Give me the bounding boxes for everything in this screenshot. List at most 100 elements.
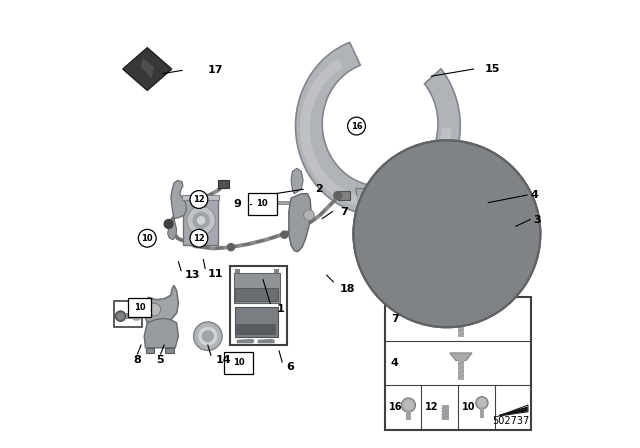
- Polygon shape: [300, 59, 451, 208]
- Text: 4: 4: [391, 358, 399, 368]
- Circle shape: [356, 142, 538, 325]
- Circle shape: [190, 190, 208, 208]
- Polygon shape: [141, 58, 154, 78]
- Text: 15: 15: [484, 64, 500, 74]
- Circle shape: [419, 206, 474, 261]
- Polygon shape: [234, 307, 278, 337]
- Circle shape: [190, 229, 208, 247]
- Bar: [248, 193, 276, 215]
- Circle shape: [348, 117, 365, 135]
- Text: 17: 17: [208, 65, 223, 75]
- Polygon shape: [182, 194, 219, 200]
- Circle shape: [353, 140, 540, 327]
- Circle shape: [476, 275, 482, 281]
- Circle shape: [198, 217, 205, 224]
- Circle shape: [303, 210, 314, 220]
- Text: 10: 10: [233, 358, 244, 367]
- Circle shape: [390, 211, 401, 222]
- Text: 10: 10: [141, 234, 153, 243]
- Circle shape: [474, 272, 484, 283]
- Text: 16: 16: [351, 121, 362, 130]
- Text: 6: 6: [287, 362, 294, 372]
- Circle shape: [404, 401, 413, 409]
- Polygon shape: [289, 194, 311, 252]
- Polygon shape: [442, 405, 449, 420]
- Text: 4: 4: [530, 190, 538, 200]
- Polygon shape: [291, 168, 303, 194]
- Bar: [225, 352, 253, 374]
- Text: 14: 14: [216, 355, 231, 365]
- Circle shape: [334, 191, 342, 199]
- Circle shape: [401, 398, 415, 412]
- Circle shape: [412, 199, 482, 268]
- Polygon shape: [499, 407, 527, 415]
- Circle shape: [192, 199, 199, 206]
- Circle shape: [476, 396, 488, 409]
- Polygon shape: [183, 199, 218, 245]
- Circle shape: [266, 198, 274, 207]
- Circle shape: [412, 275, 418, 281]
- Text: 7: 7: [340, 207, 348, 216]
- Polygon shape: [168, 219, 177, 240]
- Circle shape: [442, 174, 452, 185]
- Circle shape: [199, 327, 217, 345]
- Polygon shape: [171, 181, 186, 219]
- Circle shape: [202, 331, 213, 341]
- Circle shape: [410, 272, 420, 283]
- Text: 12: 12: [193, 234, 205, 243]
- Bar: [338, 191, 350, 199]
- Circle shape: [495, 214, 502, 220]
- Polygon shape: [144, 285, 179, 323]
- Polygon shape: [273, 201, 289, 204]
- Circle shape: [363, 150, 531, 318]
- Text: 12: 12: [193, 195, 205, 204]
- Circle shape: [187, 206, 216, 235]
- Text: 3: 3: [533, 215, 540, 224]
- Circle shape: [429, 216, 465, 252]
- Text: 502737: 502737: [492, 416, 529, 426]
- Text: 8: 8: [133, 355, 141, 365]
- Text: 13: 13: [184, 270, 200, 280]
- Text: 2: 2: [316, 184, 323, 194]
- Text: 16: 16: [389, 402, 403, 412]
- Text: 9: 9: [233, 199, 241, 209]
- Polygon shape: [144, 319, 179, 348]
- Polygon shape: [234, 273, 280, 303]
- Circle shape: [148, 303, 161, 316]
- Bar: [385, 297, 531, 430]
- Polygon shape: [147, 348, 154, 353]
- Circle shape: [132, 311, 141, 320]
- Circle shape: [392, 214, 398, 220]
- Polygon shape: [296, 43, 460, 215]
- Text: 5: 5: [156, 355, 164, 365]
- Polygon shape: [406, 405, 411, 420]
- Text: 10: 10: [134, 303, 145, 312]
- Text: 1: 1: [276, 305, 284, 314]
- Polygon shape: [479, 403, 484, 418]
- Polygon shape: [236, 288, 278, 301]
- Polygon shape: [165, 348, 174, 353]
- Polygon shape: [356, 188, 382, 215]
- Text: 10: 10: [256, 199, 268, 208]
- Circle shape: [193, 322, 222, 350]
- Circle shape: [138, 229, 156, 247]
- Text: 11: 11: [208, 269, 223, 279]
- Polygon shape: [450, 353, 472, 361]
- Circle shape: [439, 211, 470, 243]
- Circle shape: [478, 399, 486, 407]
- Polygon shape: [458, 361, 463, 379]
- Circle shape: [453, 303, 469, 319]
- Text: 18: 18: [340, 284, 356, 293]
- Circle shape: [115, 311, 126, 322]
- Bar: [230, 266, 287, 345]
- Circle shape: [415, 202, 479, 266]
- Text: 7: 7: [391, 314, 399, 324]
- Circle shape: [353, 140, 540, 327]
- Polygon shape: [258, 339, 275, 343]
- Polygon shape: [458, 311, 463, 337]
- Circle shape: [493, 211, 504, 222]
- Polygon shape: [236, 324, 276, 335]
- Text: 12: 12: [425, 402, 438, 412]
- Polygon shape: [123, 47, 172, 90]
- Circle shape: [281, 231, 288, 238]
